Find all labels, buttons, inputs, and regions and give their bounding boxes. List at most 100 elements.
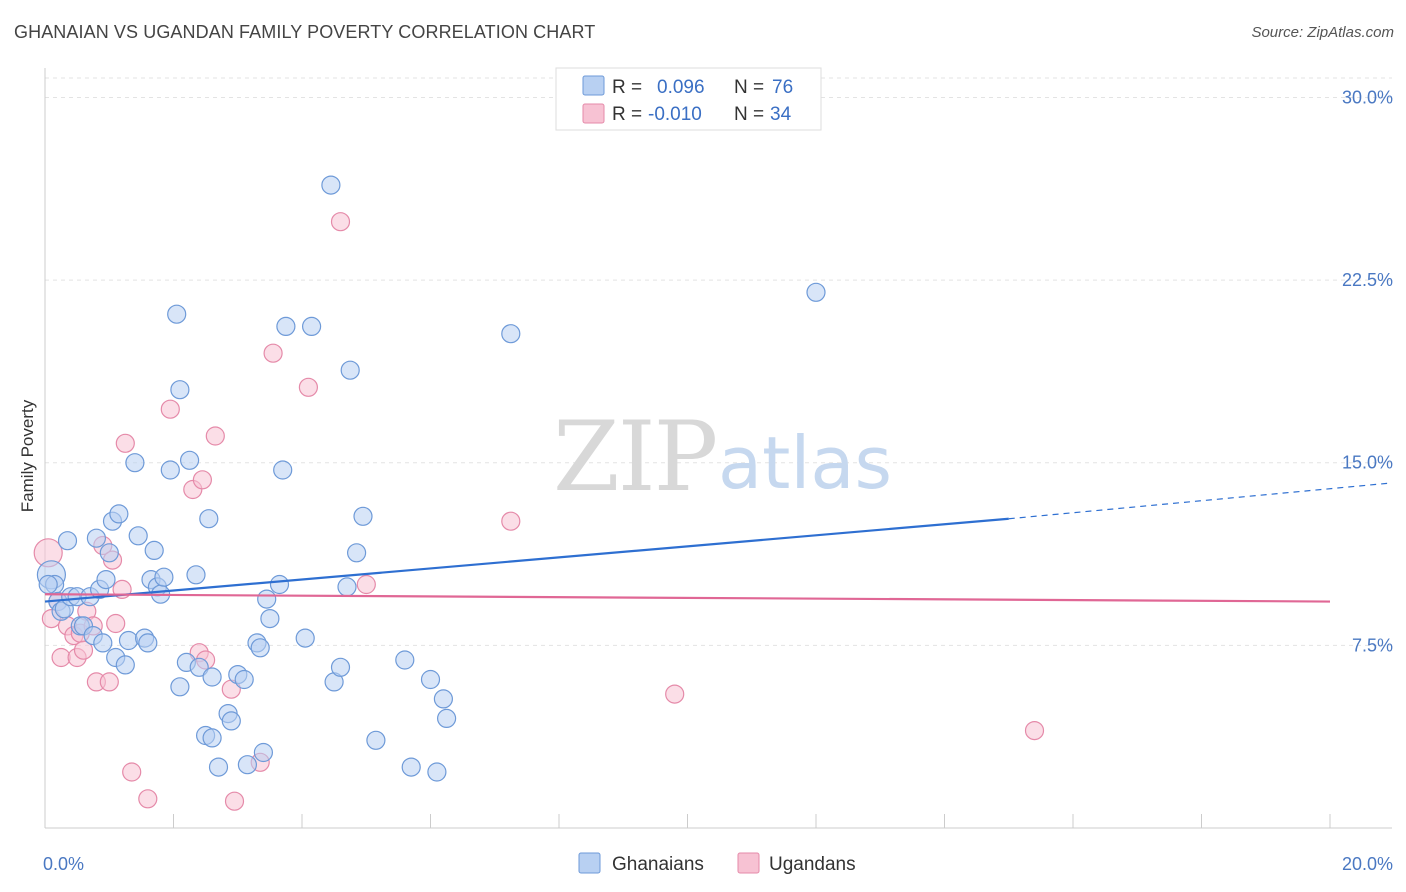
- chart-title: GHANAIAN VS UGANDAN FAMILY POVERTY CORRE…: [14, 22, 596, 42]
- axis-layer: 7.5% 15.0% 22.5% 30.0% 0.0% 20.0%: [43, 68, 1393, 874]
- ghanaians-point: [337, 577, 357, 597]
- ugandans-trend-line: [44, 593, 1331, 603]
- ghanaians-point: [170, 677, 190, 697]
- legend-swatch-ghanaians: [582, 75, 605, 96]
- ghanaians-point: [202, 667, 222, 687]
- ugandans-point: [263, 343, 283, 363]
- ghanaians-point: [202, 728, 222, 748]
- ugandans-point: [224, 791, 245, 811]
- y-tick-label: 15.0%: [1342, 453, 1393, 473]
- x-tick-label: 0.0%: [43, 854, 84, 874]
- ghanaians-trend-extension: [1008, 482, 1391, 520]
- ugandans-point: [192, 470, 212, 490]
- bottom-legend-label-ugandans: Ugandans: [769, 854, 856, 875]
- watermark: ZIP atlas: [553, 401, 892, 513]
- legend-n-value-ugandans: 34: [770, 104, 792, 125]
- ghanaians-point: [93, 633, 113, 653]
- ghanaians-point: [118, 630, 139, 651]
- ugandans-point: [138, 789, 158, 809]
- ghanaians-point: [401, 757, 421, 777]
- ghanaians-point: [144, 540, 164, 561]
- ghanaians-point: [167, 304, 187, 324]
- ghanaians-point: [395, 650, 415, 670]
- ugandans-point: [356, 574, 376, 595]
- ghanaians-point: [86, 528, 107, 548]
- ugandans-point: [160, 399, 180, 419]
- ghanaians-point: [160, 460, 180, 480]
- ghanaians-point: [180, 450, 200, 470]
- ugandans-point: [115, 433, 135, 453]
- legend-n-value-ghanaians: 76: [772, 77, 793, 98]
- y-tick-label: 30.0%: [1342, 87, 1393, 107]
- ghanaians-point: [96, 569, 116, 590]
- ugandans-point: [73, 640, 94, 660]
- trend-layer: [44, 482, 1391, 603]
- ghanaians-point: [208, 757, 229, 777]
- ghanaians-point: [128, 526, 148, 546]
- ghanaians-point: [347, 543, 367, 563]
- y-axis-label: Family Poverty: [18, 399, 37, 512]
- legend-r-label-ghanaians: R =: [612, 77, 642, 98]
- ghanaians-point: [437, 708, 457, 729]
- legend-n-label-ghanaians: N =: [734, 77, 764, 98]
- legend-r-value-ghanaians: 0.096: [657, 77, 705, 98]
- bottom-legend-label-ghanaians: Ghanaians: [612, 854, 704, 875]
- ugandans-point: [205, 426, 225, 446]
- ghanaians-point: [260, 608, 280, 629]
- ugandans-point: [501, 511, 521, 531]
- ghanaians-point: [138, 633, 158, 653]
- watermark-zip: ZIP: [553, 401, 716, 513]
- ghanaians-point: [189, 657, 209, 677]
- series-legend: Ghanaians Ugandans: [578, 852, 856, 875]
- ghanaians-point: [806, 282, 826, 302]
- ghanaians-point: [321, 175, 341, 195]
- ghanaians-point: [273, 460, 293, 480]
- ghanaians-point: [433, 689, 453, 709]
- ghanaians-point: [186, 565, 206, 585]
- correlation-legend: R = 0.096 N = 76 R = -0.010 N = 34: [555, 67, 822, 131]
- ugandans-point: [51, 647, 71, 668]
- ghanaians-point: [366, 730, 386, 750]
- ghanaians-point: [99, 543, 119, 563]
- ghanaians-point: [199, 509, 219, 529]
- legend-n-label-ugandans: N =: [734, 104, 764, 125]
- ugandans-point: [106, 613, 126, 634]
- ghanaians-point: [115, 655, 135, 675]
- ghanaians-point: [269, 574, 290, 595]
- ghanaians-point: [234, 669, 254, 690]
- legend-r-value-ugandans: -0.010: [648, 104, 702, 125]
- points-layer: [33, 175, 1045, 811]
- legend-r-label-ugandans: R =: [612, 104, 642, 125]
- source-credit: Source: ZipAtlas.com: [1251, 24, 1394, 41]
- ghanaians-point: [427, 762, 447, 782]
- ugandans-point: [298, 377, 318, 397]
- ghanaians-point: [109, 504, 129, 524]
- ghanaians-point: [257, 589, 277, 609]
- ghanaians-point: [221, 711, 241, 731]
- ghanaians-point: [295, 628, 315, 648]
- ghanaians-trend-line: [44, 517, 1009, 603]
- ghanaians-point: [154, 567, 174, 587]
- ghanaians-point: [276, 316, 296, 336]
- grid-layer: [45, 77, 1392, 646]
- ghanaians-point: [38, 574, 58, 595]
- ghanaians-point: [330, 657, 351, 677]
- ghanaians-point: [253, 742, 273, 763]
- ugandans-point: [99, 672, 119, 692]
- watermark-atlas: atlas: [718, 421, 892, 505]
- ugandans-point: [122, 762, 142, 782]
- ghanaians-point: [237, 755, 257, 775]
- ghanaians-point: [250, 638, 270, 658]
- y-tick-label: 22.5%: [1342, 270, 1393, 290]
- ghanaians-point: [501, 324, 521, 344]
- legend-swatch-ugandans: [582, 103, 605, 124]
- y-tick-label: 7.5%: [1352, 635, 1393, 655]
- ghanaians-point: [340, 360, 360, 380]
- ghanaians-point: [420, 669, 441, 690]
- ugandans-point: [1024, 720, 1045, 741]
- ghanaians-point: [57, 531, 78, 551]
- ghanaians-point: [125, 453, 145, 473]
- ugandans-point: [330, 212, 351, 232]
- ghanaians-point: [353, 506, 373, 526]
